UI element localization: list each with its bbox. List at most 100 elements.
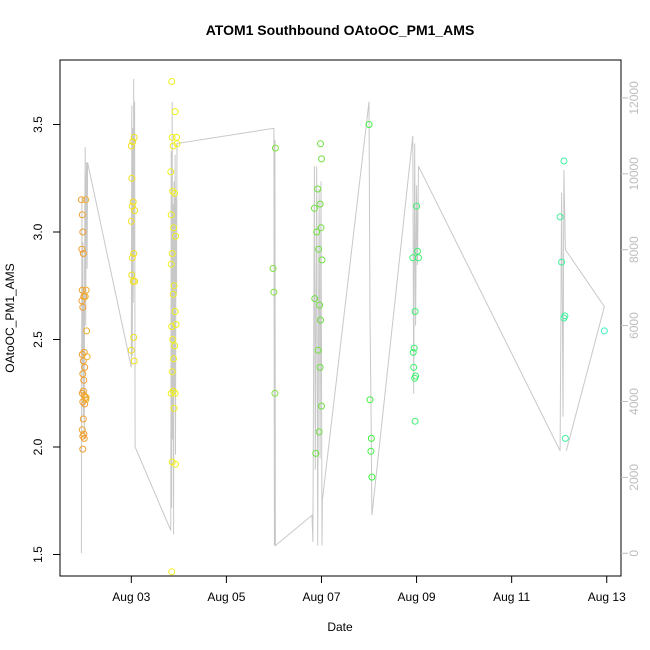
- data-point: [366, 396, 374, 404]
- data-point: [313, 228, 321, 236]
- data-point: [80, 434, 88, 442]
- data-point: [82, 394, 90, 401]
- right-axis-series-line: [80, 78, 605, 554]
- data-point: [170, 224, 178, 232]
- data-point: [269, 265, 277, 272]
- data-point: [168, 78, 176, 85]
- right-tick-label: 8000: [627, 236, 641, 263]
- right-tick-label: 10000: [627, 157, 641, 191]
- data-point: [271, 389, 279, 397]
- data-point: [271, 144, 279, 152]
- x-tick-label: Aug 11: [493, 590, 530, 604]
- data-point: [170, 355, 178, 363]
- right-tick-label: 2000: [627, 464, 641, 491]
- x-tick-label: Aug 07: [302, 590, 340, 604]
- data-point: [167, 211, 175, 219]
- data-point: [127, 217, 135, 225]
- y-axis: 1.5 2.0 2.5 3.0 3.5: [31, 116, 60, 563]
- data-point: [130, 357, 138, 365]
- data-point: [130, 133, 138, 141]
- data-point: [173, 140, 181, 148]
- data-point: [411, 374, 419, 382]
- x-tick-label: Aug 05: [207, 590, 245, 604]
- y-tick-label: 1.5: [31, 546, 45, 563]
- x-axis-label: Date: [327, 620, 353, 634]
- y-axis-label: OAtoOC_PM1_AMS: [3, 263, 17, 372]
- data-point: [80, 376, 88, 384]
- data-point: [79, 415, 87, 423]
- y-tick-label: 3.0: [31, 223, 45, 240]
- right-axis: 0 2000 4000 6000 8000 10000 12000: [621, 81, 641, 557]
- x-tick-label: Aug 13: [588, 590, 626, 604]
- data-point: [131, 207, 139, 214]
- x-tick-label: Aug 03: [112, 590, 150, 604]
- data-point: [127, 346, 135, 354]
- data-points: [77, 78, 608, 576]
- data-point: [410, 344, 418, 352]
- plot-frame: [59, 59, 622, 577]
- data-point: [556, 213, 564, 221]
- data-point: [78, 297, 86, 305]
- data-point: [368, 473, 376, 481]
- data-point: [168, 323, 176, 331]
- data-point: [128, 254, 136, 262]
- data-point: [414, 247, 421, 255]
- data-point: [314, 185, 322, 193]
- data-point: [409, 348, 417, 356]
- data-point: [81, 293, 89, 300]
- data-point: [310, 204, 318, 212]
- data-point: [318, 256, 326, 264]
- data-point: [79, 370, 87, 378]
- data-point: [169, 336, 177, 343]
- right-tick-label: 0: [627, 550, 641, 557]
- data-point: [79, 445, 87, 453]
- data-point: [317, 224, 325, 232]
- x-axis: Aug 03 Aug 05 Aug 07 Aug 09 Aug 11 Aug 13: [112, 575, 626, 604]
- data-point: [83, 327, 91, 335]
- data-point: [129, 138, 137, 146]
- data-point: [82, 286, 90, 294]
- data-point: [130, 333, 138, 341]
- data-point: [77, 196, 85, 204]
- data-point: [318, 402, 325, 410]
- data-point: [173, 133, 180, 141]
- data-point: [171, 342, 179, 350]
- right-axis-series: [80, 78, 605, 554]
- data-point: [129, 198, 137, 206]
- data-point: [561, 434, 569, 442]
- data-point: [81, 363, 89, 371]
- right-tick-label: 12000: [627, 81, 641, 115]
- data-point: [167, 260, 175, 268]
- data-point: [171, 308, 179, 315]
- data-point: [365, 121, 373, 128]
- data-point: [81, 400, 89, 408]
- data-point: [167, 168, 175, 176]
- data-point: [367, 447, 375, 455]
- data-point: [78, 211, 86, 219]
- data-point: [316, 363, 324, 371]
- x-tick-label: Aug 09: [398, 590, 436, 604]
- data-point: [410, 363, 418, 371]
- data-point: [168, 368, 176, 376]
- data-point: [167, 389, 175, 397]
- data-point: [317, 140, 324, 148]
- right-tick-label: 6000: [627, 312, 641, 339]
- data-point: [171, 389, 179, 397]
- data-point: [170, 404, 178, 412]
- data-point: [79, 228, 87, 236]
- data-point: [315, 428, 323, 436]
- data-point: [560, 314, 568, 322]
- data-point: [128, 174, 136, 182]
- data-point: [83, 353, 91, 361]
- data-point: [600, 327, 608, 335]
- data-point: [318, 155, 325, 163]
- data-point: [169, 387, 177, 395]
- data-point: [78, 245, 86, 253]
- y-tick-label: 2.5: [31, 331, 45, 348]
- data-point: [171, 189, 179, 197]
- data-point: [169, 142, 177, 150]
- data-point: [312, 449, 320, 457]
- data-point: [79, 303, 87, 311]
- right-tick-label: 4000: [627, 388, 641, 415]
